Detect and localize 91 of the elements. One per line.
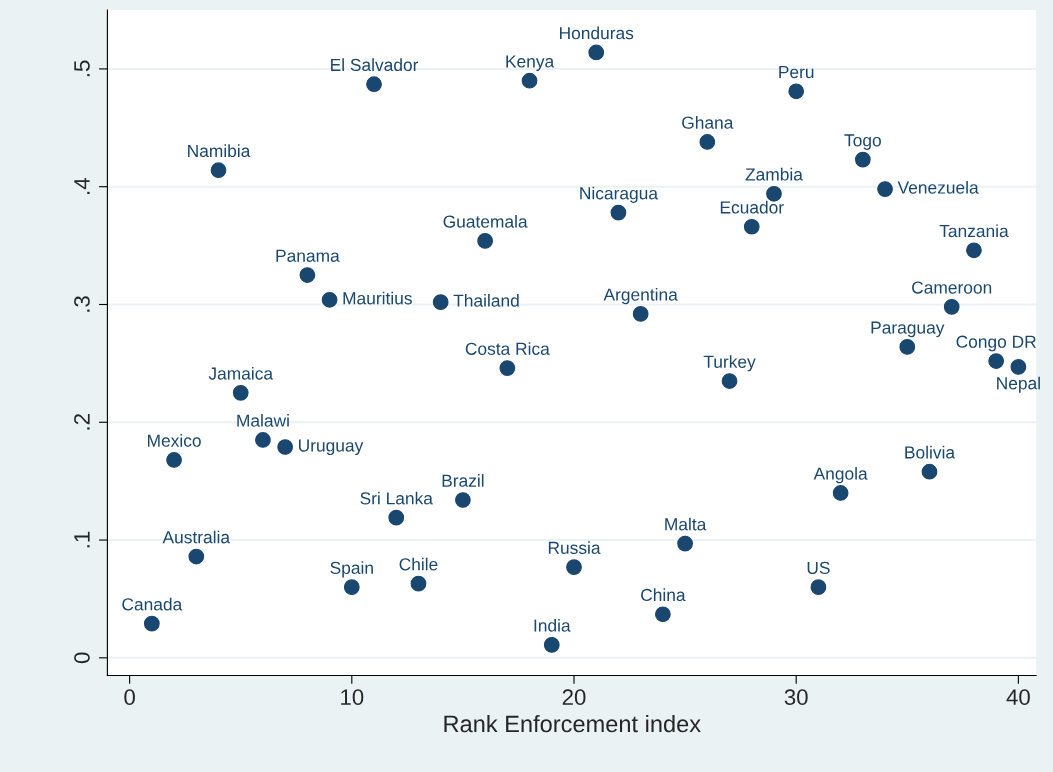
point [921, 463, 938, 480]
annotation: Mauritius [343, 291, 412, 305]
annotation: Togo [844, 134, 881, 150]
point [388, 509, 405, 526]
point [1010, 359, 1027, 375]
annotation: Zambia [745, 167, 803, 181]
annotation: Cameroon [912, 281, 992, 294]
x-tick-label: 30 [784, 689, 808, 706]
point [966, 242, 982, 259]
annotation: Namibia [188, 144, 251, 158]
annotation: Nepal [997, 376, 1040, 393]
annotation: Nicaragua [580, 186, 659, 203]
point [677, 535, 693, 552]
x-tick-label: 10 [341, 689, 364, 706]
annotation: Panama [276, 249, 340, 262]
point [743, 218, 760, 235]
point [432, 294, 449, 311]
annotation: Brazil [442, 474, 484, 487]
annotation: India [534, 618, 571, 632]
annotation: US [807, 561, 830, 575]
point [721, 373, 738, 389]
annotation: Malawi [237, 414, 289, 427]
point [499, 360, 516, 376]
annotation: Costa Rica [465, 342, 550, 355]
y-tick-label: .5 [74, 60, 90, 77]
point [410, 575, 427, 592]
y-tick-label: .2 [74, 414, 90, 430]
annotation: Venezuela [897, 180, 979, 194]
annotation: Ghana [682, 116, 734, 129]
point [788, 83, 805, 100]
point [366, 76, 382, 93]
annotation: Peru [779, 66, 814, 79]
point [521, 72, 538, 89]
x-tick-label: 20 [562, 689, 586, 706]
point [255, 432, 271, 448]
annotation: China [641, 588, 686, 602]
point [143, 615, 160, 632]
point [854, 151, 871, 168]
annotation: Sri Lanka [360, 491, 433, 505]
point [343, 579, 360, 596]
y-tick-label: 0 [74, 652, 90, 664]
point [188, 548, 205, 565]
point [455, 492, 471, 508]
annotation: Kenya [506, 55, 555, 71]
point [632, 306, 649, 322]
point [210, 162, 227, 179]
point [832, 485, 849, 501]
annotation: Jamaica [208, 366, 274, 380]
x-tick-label: 0 [124, 689, 135, 706]
point [166, 452, 182, 468]
annotation: Thailand [453, 294, 519, 307]
point [877, 181, 893, 197]
annotation: Bolivia [905, 445, 956, 459]
point [543, 637, 560, 653]
x-tick-label: 40 [1006, 689, 1030, 706]
point [477, 233, 493, 249]
y-tick-label: .4 [74, 178, 90, 194]
annotation: Spain [330, 561, 373, 578]
annotation: Guatemala [443, 214, 528, 228]
point [655, 606, 671, 623]
y-tick-label: .1 [74, 531, 90, 548]
annotation: Australia [162, 530, 231, 544]
point [566, 559, 582, 576]
annotation: Canada [122, 597, 183, 611]
annotation: Argentina [603, 288, 678, 305]
annotation: Honduras [560, 26, 634, 40]
point [321, 291, 338, 308]
annotation: Ecuador [720, 200, 784, 214]
annotation: Angola [813, 467, 868, 484]
point [232, 384, 249, 401]
annotation: Malta [665, 517, 707, 531]
point [299, 267, 316, 283]
x-axis-title: Rank Enforcement index [444, 714, 701, 733]
point [988, 353, 1005, 369]
annotation: Turkey [703, 355, 756, 372]
annotation: Chile [399, 557, 438, 571]
point [277, 439, 294, 455]
y-tick-label: .3 [74, 296, 90, 312]
point [588, 44, 605, 61]
point [699, 134, 716, 150]
annotation: Uruguay [299, 439, 364, 456]
annotation: Russia [548, 541, 601, 554]
point [610, 204, 627, 221]
annotation: Mexico [147, 434, 201, 447]
annotation: El Salvador [331, 58, 419, 72]
annotation: Paraguay [871, 321, 945, 338]
point [810, 579, 827, 596]
point [943, 298, 960, 315]
annotation: Congo DR [956, 335, 1036, 352]
point [899, 339, 916, 355]
annotation: Tanzania [939, 224, 1009, 238]
